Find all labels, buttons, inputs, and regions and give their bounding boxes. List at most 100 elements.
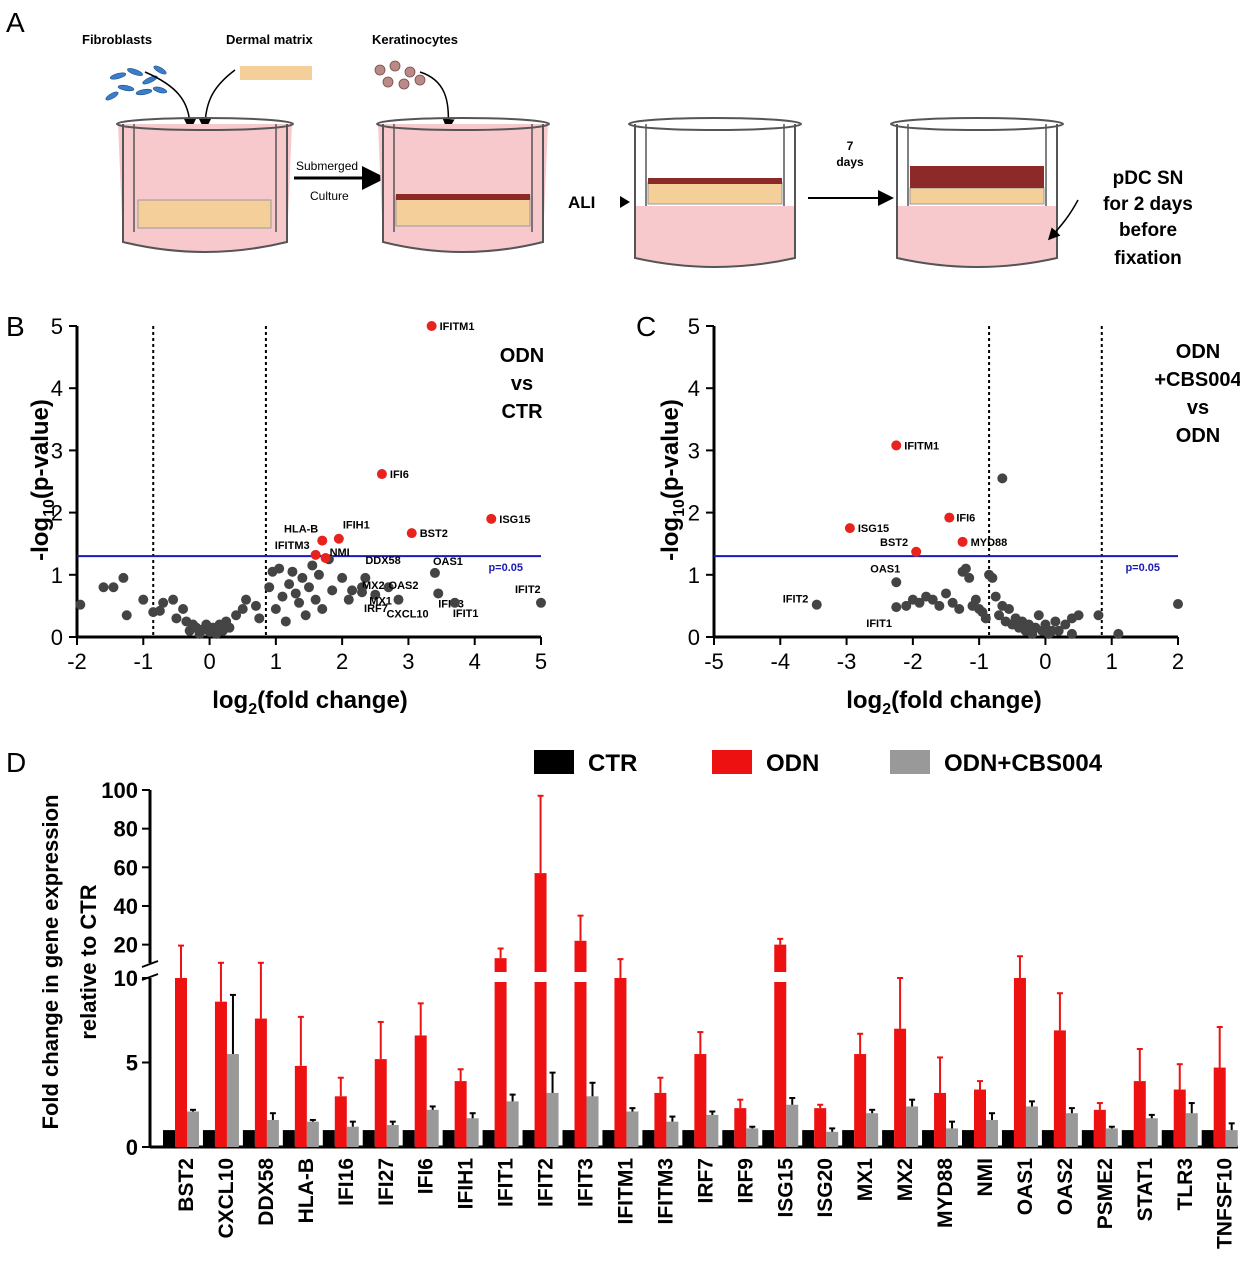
dermal-matrix-label: Dermal matrix (226, 32, 313, 47)
seven-label: 7 (847, 139, 854, 153)
matrix-arrow (199, 69, 236, 131)
panel-b-point (317, 604, 328, 615)
panel-c-points: IFITM1 IFI6 ISG15 BST2 MYD88 OAS1 IFIT2 IFIT1 (783, 440, 1183, 639)
category-label-ifit2: IFIT2 (535, 1158, 558, 1207)
panel-b-x-axis-label: log2(fold change) (212, 687, 408, 718)
bar-isg20-odn (814, 1108, 827, 1147)
category-label-isg20: ISG20 (814, 1158, 837, 1218)
bar-myd88-odn (934, 1092, 947, 1147)
panel-c-point (1050, 616, 1061, 627)
bar-tnfsf10-odn (1213, 1067, 1226, 1147)
panel-b-point-label-irf7: IRF7 (364, 603, 388, 615)
bar-isg15-odn-cbs004 (786, 1104, 799, 1147)
panel-b-point (231, 610, 242, 621)
bar-irf9-ctr (722, 1130, 735, 1147)
panel-b-point (290, 588, 301, 599)
days-label: days (836, 155, 864, 169)
panel-b-volcano-plot: B 0 1 2 3 4 5 -2 -1 0 1 2 3 4 5 p=0.05 IFITM1 IFI6 ISG15… (6, 311, 547, 718)
category-label-tlr3: TLR3 (1174, 1158, 1197, 1211)
panel-c-point-oas1 (891, 577, 902, 588)
bar-oas2-odn-cbs004 (1065, 1113, 1078, 1147)
panel-b-x-tick-label: 2 (336, 649, 348, 674)
bar-ifi27-odn-cbs004 (386, 1125, 399, 1147)
panel-d-y-tick-label: 0 (126, 1135, 138, 1160)
panel-b-point-ifit2 (536, 597, 546, 608)
panel-c-point (1053, 625, 1064, 636)
bar-ifih1-ctr (442, 1130, 455, 1147)
category-label-ddx58: DDX58 (255, 1158, 278, 1226)
panel-d-axes: 0 5 10 20 40 60 80 100 (101, 778, 1238, 1160)
bar-ifih1-odn (454, 1081, 467, 1147)
bar-bst2-ctr (163, 1130, 175, 1147)
ali-arrowhead-icon (620, 196, 630, 208)
panel-b-point (168, 594, 179, 605)
panel-b-x-tick-label: 3 (402, 649, 414, 674)
panel-b-point (277, 591, 288, 602)
bar-mx1-odn-cbs004 (866, 1113, 879, 1147)
panel-b-y-tick-label: 2 (51, 501, 63, 526)
panel-c-x-tick-label: -4 (771, 649, 791, 674)
dermal-matrix-swatch (240, 66, 312, 80)
pdc-line-1: pDC SN (1113, 168, 1184, 189)
bar-hla-b-odn-cbs004 (306, 1121, 319, 1147)
panel-b-point-ifi6 (376, 469, 387, 480)
bar-isg15-ctr (762, 1130, 775, 1147)
panel-b-y-axis-label: -log10(p-value) (27, 399, 58, 561)
category-label-bst2: BST2 (175, 1158, 198, 1212)
bar-break-gap (773, 972, 788, 982)
panel-d-y-label-line-1: Fold change in gene expression (38, 795, 63, 1130)
bar-break-gap (573, 972, 588, 982)
panel-c-point (947, 597, 958, 608)
category-label-ifit1: IFIT1 (495, 1158, 518, 1207)
panel-b-point (264, 582, 275, 593)
panel-b-point-label-isg15: ISG15 (499, 514, 530, 526)
panel-b-point (98, 582, 109, 593)
panel-c-x-tick-label: 2 (1172, 649, 1184, 674)
panel-b-point-oas2 (383, 582, 394, 593)
panel-b-point-mx1 (370, 589, 381, 600)
panel-b-point (254, 613, 265, 624)
panel-c-y-tick-label: 1 (688, 563, 700, 588)
panel-b-x-tick-label: -1 (134, 649, 154, 674)
panel-d-axis-break-mark (141, 960, 159, 968)
panel-c-point (990, 591, 1001, 602)
panel-c-point (960, 563, 971, 574)
fibroblast-arrow (144, 71, 196, 131)
panel-b-point (108, 582, 119, 593)
panel-b-title-line-1: ODN (500, 345, 544, 367)
panel-b-point-bst2 (406, 528, 417, 539)
bar-mx1-ctr (842, 1130, 855, 1147)
panel-b-point-nmi (320, 553, 331, 564)
bar-break-gap (493, 972, 508, 982)
bar-ifi16-odn (334, 1096, 347, 1147)
panel-c-point (1003, 604, 1014, 615)
panel-b-point (310, 594, 321, 605)
bar-psme2-odn (1093, 1109, 1106, 1147)
bar-nmi-ctr (962, 1130, 974, 1147)
panel-b-point-label-ifi6: IFI6 (390, 469, 409, 481)
bar-ddx58-ctr (242, 1130, 255, 1147)
legend-swatch-odn-cbs004 (890, 750, 930, 774)
keratinocyte-cells-icon (374, 60, 426, 90)
panel-b-point-cxcl10 (393, 594, 404, 605)
panel-b-y-tick-label: 1 (51, 563, 63, 588)
bar-oas1-ctr (1001, 1130, 1014, 1147)
bar-isg20-ctr (802, 1130, 815, 1147)
panel-c-y-tick-label: 0 (688, 625, 700, 650)
panel-d-y-tick-label: 20 (114, 933, 138, 958)
panel-b-point (284, 579, 295, 590)
well-2 (376, 117, 550, 253)
ali-label: ALI (568, 193, 595, 212)
panel-b-point-hla-b (317, 535, 328, 546)
panel-b-point (158, 597, 169, 608)
category-label-ifit3: IFIT3 (575, 1158, 598, 1207)
bar-ifi16-odn-cbs004 (346, 1126, 359, 1147)
panel-c-point-ifi6 (944, 512, 955, 523)
panel-c-point (954, 604, 965, 615)
bar-ifit3-ctr (562, 1130, 575, 1147)
panel-c-point-label-bst2: BST2 (880, 537, 908, 549)
bar-ifih1-odn-cbs004 (466, 1118, 479, 1147)
bar-ifi27-odn (374, 1059, 387, 1147)
panel-c-y-tick-label: 2 (688, 501, 700, 526)
